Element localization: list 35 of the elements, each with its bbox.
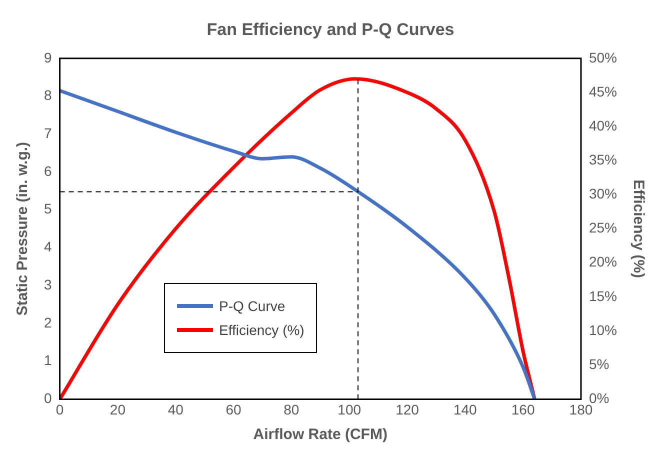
legend-label: Efficiency (%) [219, 322, 304, 338]
y-tick-label: 2 [44, 314, 52, 330]
x-tick-label: 80 [284, 401, 300, 418]
x-tick-label: 20 [110, 401, 126, 418]
y2-tick-label: 35% [588, 152, 618, 168]
y-tick-label: 1 [44, 352, 52, 368]
y2-tick-label: 10% [588, 322, 618, 338]
y2-tick-label: 5% [588, 356, 610, 372]
y2-tick-label: 50% [588, 49, 618, 66]
y2-tick-label: 15% [588, 288, 618, 304]
y-tick-label: 0 [44, 390, 52, 406]
y2-tick-label: 40% [588, 117, 618, 134]
x-tick-label: 120 [396, 401, 420, 418]
y-tick-label: 8 [44, 87, 52, 104]
x-axis-title: Airflow Rate (CFM) [253, 426, 388, 444]
x-tick-label: 40 [168, 401, 184, 418]
chart-title: Fan Efficiency and P-Q Curves [206, 20, 454, 39]
y-tick-label: 6 [44, 162, 52, 179]
y-tick-label: 5 [44, 200, 52, 217]
y-axis-title: Static Pressure (in. w.g.) [14, 142, 32, 316]
y-tick-label: 9 [44, 49, 52, 66]
y2-tick-label: 20% [588, 254, 618, 270]
x-tick-label: 100 [338, 401, 362, 418]
x-tick-label: 60 [226, 401, 242, 418]
x-tick-label: 140 [453, 401, 478, 418]
legend-label: P-Q Curve [219, 298, 286, 314]
y-tick-label: 4 [44, 238, 52, 255]
y2-tick-label: 30% [588, 186, 618, 202]
x-tick-label: 160 [511, 401, 535, 418]
y2-tick-label: 25% [588, 220, 618, 236]
y2-tick-label: 45% [588, 83, 618, 100]
y2-axis-title: Efficiency (%) [630, 180, 647, 278]
y-tick-label: 7 [44, 124, 52, 141]
x-tick-label: 0 [56, 401, 64, 418]
y-tick-label: 3 [44, 276, 52, 292]
